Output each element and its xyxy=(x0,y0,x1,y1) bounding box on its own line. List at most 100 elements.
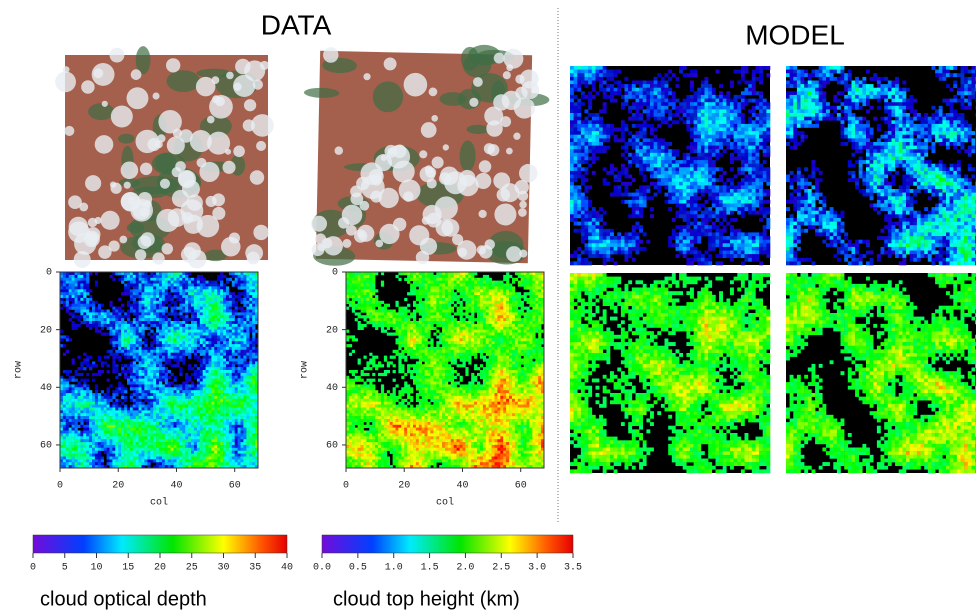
heatmap-cell xyxy=(203,289,206,292)
heatmap-cell xyxy=(366,284,369,287)
heatmap-cell xyxy=(220,459,223,462)
heatmap-cell xyxy=(246,433,249,436)
heatmap-cell xyxy=(150,448,153,451)
heatmap-cell xyxy=(378,431,381,434)
heatmap-cell xyxy=(80,373,83,376)
heatmap-cell xyxy=(194,310,197,313)
heatmap-cell xyxy=(147,396,150,399)
heatmap-cell xyxy=(107,370,110,373)
heatmap-cell xyxy=(232,298,235,301)
heatmap-cell xyxy=(101,419,104,422)
heatmap-cell xyxy=(162,408,165,411)
heatmap-cell xyxy=(206,347,209,350)
heatmap-cell xyxy=(136,402,139,405)
heatmap-cell xyxy=(185,344,188,347)
heatmap-cell xyxy=(396,410,399,413)
heatmap-cell xyxy=(98,324,101,327)
heatmap-cell xyxy=(252,312,255,315)
heatmap-cell xyxy=(217,439,220,442)
heatmap-cell xyxy=(80,457,83,460)
heatmap-cell xyxy=(89,390,92,393)
heatmap-cell xyxy=(243,454,246,457)
heatmap-cell xyxy=(78,373,81,376)
heatmap-cell xyxy=(86,286,89,289)
heatmap-cell xyxy=(185,315,188,318)
heatmap-cell xyxy=(107,324,110,327)
heatmap-cell xyxy=(200,454,203,457)
heatmap-cell xyxy=(220,387,223,390)
heatmap-cell xyxy=(393,459,396,462)
heatmap-cell xyxy=(162,356,165,359)
heatmap-cell xyxy=(162,425,165,428)
heatmap-cell xyxy=(159,384,162,387)
heatmap-cell xyxy=(220,281,223,284)
heatmap-cell xyxy=(358,445,361,448)
heatmap-cell xyxy=(127,439,130,442)
heatmap-cell xyxy=(72,298,75,301)
heatmap-cell xyxy=(124,330,127,333)
heatmap-cell xyxy=(156,413,159,416)
heatmap-cell xyxy=(162,275,165,278)
heatmap-cell xyxy=(197,390,200,393)
heatmap-cell xyxy=(78,402,81,405)
heatmap-cell xyxy=(107,408,110,411)
heatmap-cell xyxy=(369,459,372,462)
heatmap-cell xyxy=(156,442,159,445)
heatmap-cell xyxy=(238,390,241,393)
heatmap-cell xyxy=(83,361,86,364)
heatmap-cell xyxy=(369,301,372,304)
heatmap-cell xyxy=(174,321,177,324)
heatmap-cell xyxy=(375,448,378,451)
heatmap-cell xyxy=(243,278,246,281)
heatmap-cell xyxy=(159,399,162,402)
heatmap-cell xyxy=(101,408,104,411)
heatmap-cell xyxy=(121,335,124,338)
heatmap-cell xyxy=(209,298,212,301)
heatmap-cell xyxy=(153,439,156,442)
heatmap-cell xyxy=(387,439,390,442)
heatmap-cell xyxy=(364,286,367,289)
heatmap-cell xyxy=(101,324,104,327)
heatmap-cell xyxy=(229,307,232,310)
heatmap-cell xyxy=(200,359,203,362)
heatmap-cell xyxy=(139,387,142,390)
heatmap-cell xyxy=(98,410,101,413)
heatmap-cell xyxy=(139,359,142,362)
heatmap-cell xyxy=(375,425,378,428)
y-tick-label: 60 xyxy=(40,441,52,452)
heatmap-cell xyxy=(220,333,223,336)
heatmap-cell xyxy=(72,451,75,454)
heatmap-cell xyxy=(78,304,81,307)
heatmap-cell xyxy=(139,284,142,287)
heatmap-cell xyxy=(361,445,364,448)
heatmap-cell xyxy=(358,295,361,298)
heatmap-cell xyxy=(182,408,185,411)
heatmap-cell xyxy=(223,390,226,393)
cloud xyxy=(111,106,133,128)
heatmap-cell xyxy=(209,312,212,315)
heatmap-cell xyxy=(150,457,153,460)
heatmap-cell xyxy=(72,439,75,442)
heatmap-cell xyxy=(130,330,133,333)
heatmap-cell xyxy=(246,284,249,287)
heatmap-cell xyxy=(162,321,165,324)
heatmap-cell xyxy=(144,410,147,413)
heatmap-cell xyxy=(203,373,206,376)
heatmap-cell xyxy=(98,396,101,399)
heatmap-cell xyxy=(147,367,150,370)
heatmap-cell xyxy=(396,384,399,387)
heatmap-cell xyxy=(174,416,177,419)
heatmap xyxy=(346,272,544,468)
heatmap-cell xyxy=(384,451,387,454)
heatmap-cell xyxy=(80,445,83,448)
heatmap-cell xyxy=(358,451,361,454)
heatmap-cell xyxy=(69,387,72,390)
heatmap-cell xyxy=(150,428,153,431)
heatmap-cell xyxy=(110,408,113,411)
heatmap-cell xyxy=(252,405,255,408)
heatmap-cell xyxy=(86,318,89,321)
heatmap-cell xyxy=(352,310,355,313)
heatmap-cell xyxy=(246,310,249,313)
heatmap-cell xyxy=(153,373,156,376)
heatmap-cell xyxy=(130,367,133,370)
